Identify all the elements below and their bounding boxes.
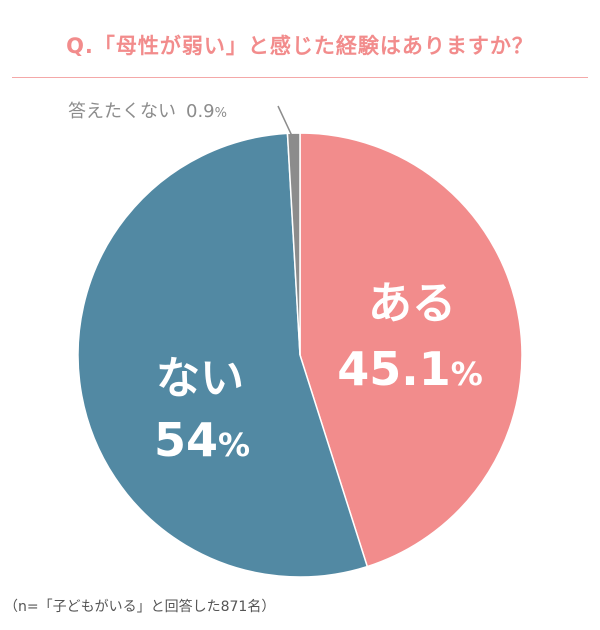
slice-label-nai: ない: [156, 353, 244, 404]
slice-label-aru: ある: [368, 278, 456, 329]
slice-value-unit-aru: %: [451, 355, 483, 393]
sample-note: （n=「子どもがいる」と回答した871名）: [4, 599, 276, 615]
leader-line: [277, 105, 293, 137]
slice-label-noanswer: 答えたくない 0.9%: [68, 101, 227, 122]
slice-value-number-noanswer: 0.9: [186, 101, 215, 122]
title-divider: [12, 77, 588, 78]
slice-value-aru: 45.1%: [337, 342, 483, 396]
slice-label-text-noanswer: 答えたくない: [68, 101, 176, 122]
pie-slice-aru: [299, 132, 523, 568]
pie-slice-noanswer: [286, 132, 301, 356]
slice-value-unit-nai: %: [218, 426, 250, 464]
pie-slice-nai: [77, 132, 369, 578]
slice-value-unit-noanswer: %: [215, 106, 227, 121]
slice-value-nai: 54%: [154, 413, 250, 467]
chart-title: Q.「母性が弱い」と感じた経験はありますか？: [66, 34, 534, 58]
slice-value-number-nai: 54: [154, 413, 218, 467]
slice-value-number-aru: 45.1: [337, 342, 451, 396]
